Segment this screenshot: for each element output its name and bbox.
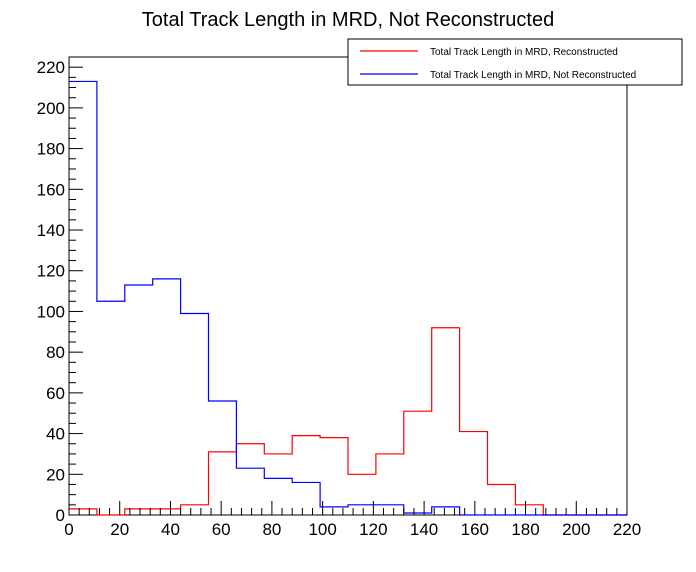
x-tick-label: 120	[359, 520, 387, 539]
x-tick-label: 20	[110, 520, 129, 539]
y-tick-label: 200	[37, 99, 65, 118]
series-line-0	[69, 327, 627, 516]
x-tick-label: 100	[308, 520, 336, 539]
legend: Total Track Length in MRD, Reconstructed…	[347, 38, 683, 86]
x-tick-label: 80	[262, 520, 281, 539]
y-tick-label: 40	[46, 425, 65, 444]
legend-label: Total Track Length in MRD, Not Reconstru…	[430, 70, 636, 81]
x-tick-label: 0	[64, 520, 73, 539]
x-tick-label: 220	[613, 520, 641, 539]
plot-area: 0 20 40 60 80 100 120 140 160 180 200 220 0 20 40 60 80 1…	[37, 56, 641, 539]
series-line-1	[69, 80, 627, 516]
x-tick-label: 40	[161, 520, 180, 539]
y-tick-label: 100	[37, 302, 65, 321]
x-tick-label: 140	[410, 520, 438, 539]
y-tick-label: 220	[37, 58, 65, 77]
x-tick-label: 180	[511, 520, 539, 539]
y-tick-label: 60	[46, 384, 65, 403]
y-tick-label: 20	[46, 465, 65, 484]
x-tick-label: 160	[461, 520, 489, 539]
x-tick-label: 60	[212, 520, 231, 539]
y-tick-label: 80	[46, 343, 65, 362]
legend-label: Total Track Length in MRD, Reconstructed	[430, 47, 618, 58]
y-tick-label: 140	[37, 221, 65, 240]
y-tick-label: 180	[37, 140, 65, 159]
y-tick-label: 160	[37, 180, 65, 199]
legend-box	[347, 38, 683, 86]
x-tick-label: 200	[562, 520, 590, 539]
chart-title: Total Track Length in MRD, Not Reconstru…	[142, 9, 554, 31]
y-tick-label: 120	[37, 262, 65, 281]
y-tick-label: 0	[56, 506, 65, 525]
